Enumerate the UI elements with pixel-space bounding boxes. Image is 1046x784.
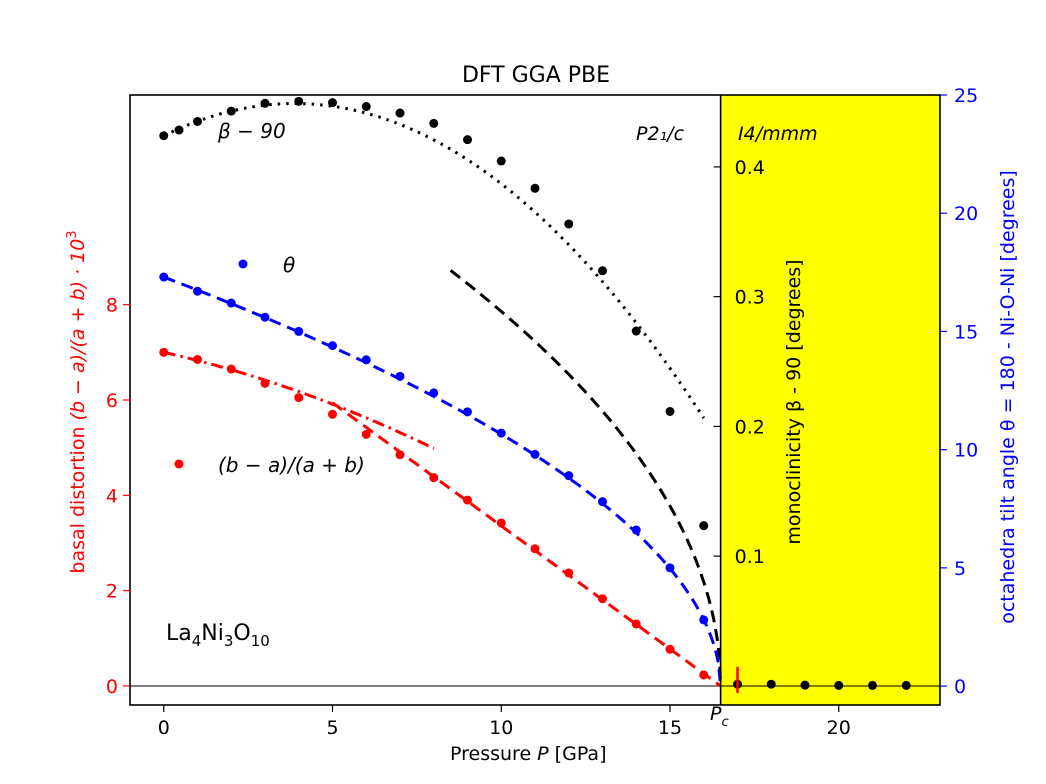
data-point-series-0 [665, 406, 675, 416]
fit-line-right-dashed [163, 275, 723, 687]
left-tick-label: 6 [106, 390, 118, 412]
data-point-series-1 [429, 388, 439, 398]
data-point-series-1 [193, 286, 202, 296]
data-point-series-0 [463, 135, 472, 145]
data-point-series-0 [193, 116, 202, 126]
data-point-series-1 [260, 312, 270, 322]
data-point-series-2 [699, 670, 709, 680]
data-point-series-1 [665, 563, 675, 573]
data-point-series-0 [564, 219, 574, 229]
middle-axis-label: monoclinicity β - 90 [degrees] [783, 259, 805, 544]
right-tick-label: 0 [954, 676, 966, 698]
legend-label-distortion: (b − a)/(a + b) [218, 453, 365, 477]
x-tick-label: 10 [489, 717, 513, 739]
data-point-series-0 [868, 680, 877, 690]
right-tick-label: 15 [954, 321, 978, 343]
left-axis-label: basal distortion (b − a)/(a + b) · 103 [65, 230, 89, 573]
data-point-series-0 [429, 118, 439, 128]
data-point-series-2 [463, 495, 472, 505]
data-point-series-1 [463, 407, 472, 417]
data-point-series-1 [631, 525, 641, 535]
right-tick-label: 5 [954, 558, 966, 580]
left-tick-label: 0 [106, 676, 118, 698]
x-tick-label: 0 [158, 717, 170, 739]
data-point-series-0 [226, 106, 236, 116]
legend-label-beta: β − 90 [217, 119, 286, 143]
data-point-series-2 [260, 378, 270, 388]
data-point-series-0 [328, 98, 337, 108]
fit-line-left-dashdot [163, 350, 435, 450]
x-tick-label: 5 [326, 717, 338, 739]
data-point-series-2 [598, 594, 607, 604]
data-point-series-0 [361, 102, 371, 112]
data-point-series-1 [328, 341, 337, 351]
data-point-series-2 [361, 429, 371, 439]
right-axis-label: octahedra tilt angle θ = 180 - Ni-O-Ni [… [997, 170, 1019, 624]
data-point-series-0 [260, 98, 270, 108]
phase-label-monoclinic: P2₁/c [636, 123, 685, 145]
fit-line-middle-dashed [449, 269, 723, 686]
legend-entry-beta: β − 90 [174, 119, 286, 143]
x-tick-label: 15 [658, 717, 682, 739]
data-point-series-1 [226, 298, 236, 308]
data-point-series-0 [496, 156, 506, 166]
phase-label-tetragonal: I4/mmm [738, 123, 818, 145]
data-point-series-2 [631, 619, 641, 629]
data-point-series-2 [496, 518, 506, 528]
data-point-series-2 [226, 364, 236, 374]
data-point-series-2 [395, 450, 405, 460]
data-point-series-1 [496, 428, 506, 438]
data-point-series-2 [294, 393, 304, 403]
right-tick-label: 25 [954, 85, 978, 107]
left-tick-label: 8 [106, 295, 118, 317]
data-point-series-1 [530, 449, 540, 459]
data-point-series-2 [665, 644, 675, 654]
x-axis-label: Pressure P [GPa] [450, 743, 606, 765]
data-point-series-2 [429, 473, 439, 483]
data-point-series-1 [699, 615, 709, 625]
chart-title: DFT GGA PBE [462, 63, 610, 88]
data-point-series-1 [361, 355, 371, 365]
data-point-series-2 [564, 568, 574, 578]
legend-entry-distortion: (b − a)/(a + b) [174, 453, 365, 477]
tetragonal-phase-region [720, 95, 940, 705]
left-tick-label: 4 [106, 485, 118, 507]
legend-label-theta: θ [283, 253, 295, 277]
middle-tick-label: 0.2 [735, 416, 765, 438]
left-tick-label: 2 [106, 581, 118, 603]
data-point-series-0 [395, 108, 405, 118]
compound-label: La4Ni3O10 [166, 621, 270, 650]
data-point-series-0 [766, 679, 776, 689]
data-point-series-0 [598, 266, 607, 276]
data-point-series-2 [193, 354, 202, 364]
data-point-series-0 [631, 326, 641, 336]
data-point-series-0 [901, 680, 911, 690]
right-tick-label: 20 [954, 203, 978, 225]
x-tick-label: 20 [827, 717, 851, 739]
data-point-series-2 [328, 409, 337, 419]
data-point-series-1 [159, 272, 169, 282]
fit-line-middle-dotted [163, 102, 706, 419]
right-tick-label: 10 [954, 440, 978, 462]
middle-tick-label: 0.3 [735, 287, 765, 309]
data-point-series-1 [598, 497, 607, 507]
pc-label: Pc [710, 703, 729, 730]
data-point-series-1 [294, 326, 304, 336]
data-point-series-0 [834, 680, 844, 690]
data-point-series-0 [294, 96, 304, 106]
data-point-series-2 [159, 347, 169, 357]
data-point-series-0 [699, 521, 709, 531]
data-point-series-0 [530, 183, 540, 193]
fit-line-left-dashed [331, 401, 722, 688]
middle-tick-label: 0.4 [735, 157, 765, 179]
data-point-series-1 [395, 371, 405, 381]
middle-tick-label: 0.1 [735, 546, 765, 568]
data-point-series-1 [564, 471, 574, 481]
legend-entry-theta: θ [238, 253, 295, 277]
data-point-series-0 [800, 680, 810, 690]
data-point-series-0 [159, 131, 169, 141]
data-point-series-2 [530, 544, 540, 554]
